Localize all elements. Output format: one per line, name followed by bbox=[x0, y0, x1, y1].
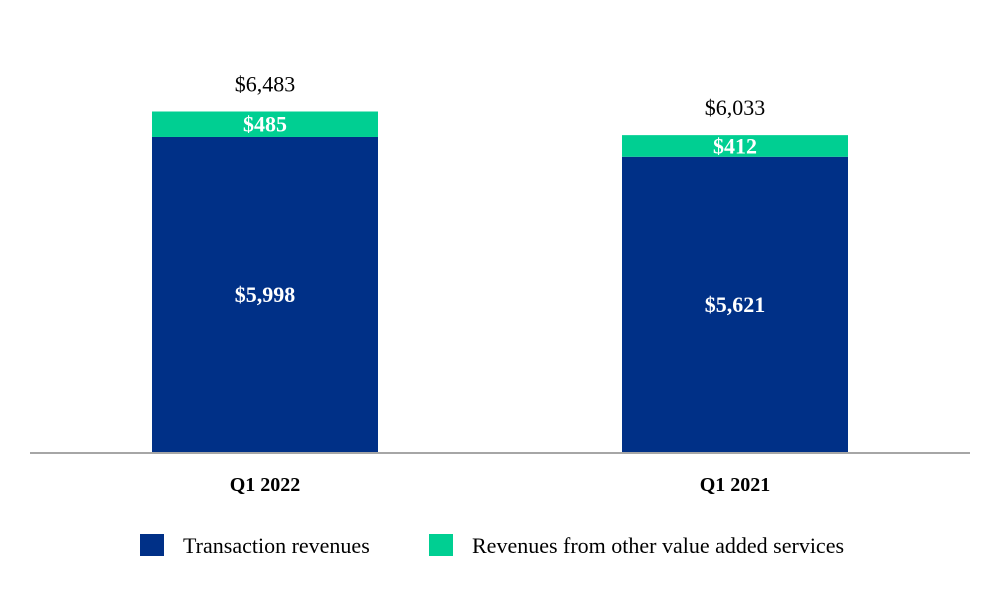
legend-label-transaction: Transaction revenues bbox=[183, 533, 370, 558]
labels-layer: $5,998 $485 $6,483 Q1 2022 $5,621 $412 $6,033 Q… bbox=[230, 72, 771, 497]
x-tick-label: Q1 2021 bbox=[700, 474, 771, 496]
x-tick-label: Q1 2022 bbox=[230, 474, 301, 496]
segment-value-label: $5,621 bbox=[705, 292, 766, 317]
bar-segment-transaction-0 bbox=[152, 136, 378, 453]
bars-layer bbox=[152, 111, 848, 453]
segment-value-label: $485 bbox=[243, 112, 287, 137]
bar-segment-value-added-1 bbox=[622, 135, 848, 157]
total-value-label: $6,033 bbox=[705, 95, 766, 120]
segment-value-label: $412 bbox=[713, 133, 757, 158]
bar-segment-transaction-1 bbox=[622, 156, 848, 453]
legend: Transaction revenues Revenues from other … bbox=[140, 533, 844, 558]
total-value-label: $6,483 bbox=[235, 72, 296, 97]
segment-value-label: $5,998 bbox=[235, 282, 296, 307]
legend-swatch-value-added bbox=[429, 534, 453, 556]
bar-segment-value-added-0 bbox=[152, 111, 378, 137]
legend-label-value-added: Revenues from other value added services bbox=[472, 533, 844, 558]
legend-swatch-transaction bbox=[140, 534, 164, 556]
